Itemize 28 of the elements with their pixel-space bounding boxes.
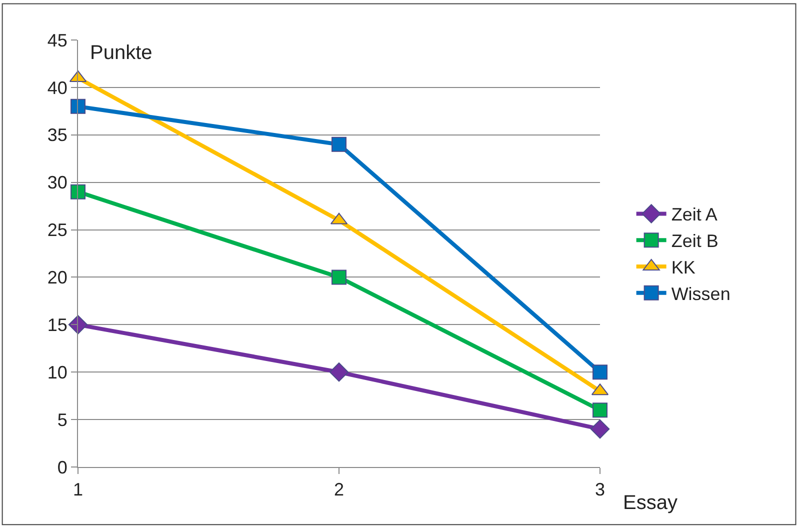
x-tick-label: 1 <box>72 480 84 500</box>
y-tick-label: 45 <box>47 30 68 50</box>
point <box>590 419 610 439</box>
x-tick-label: 2 <box>334 480 344 500</box>
y-tick-label: 5 <box>57 410 68 430</box>
y-tick-label: 15 <box>47 314 68 335</box>
point <box>332 136 346 152</box>
y-tick-label: 25 <box>47 220 68 240</box>
y-tick-label: 35 <box>47 125 68 146</box>
y-tick-label: 0 <box>57 457 68 478</box>
y-axis-title: Punkte <box>90 42 152 64</box>
x-tick-label: 3 <box>594 480 606 500</box>
legend-label: Wissen <box>671 284 730 304</box>
point <box>329 362 349 382</box>
y-tick-label: 10 <box>47 362 68 382</box>
point <box>592 364 608 380</box>
x-axis-title: Essay <box>623 492 678 514</box>
legend-label: Zeit A <box>671 204 718 225</box>
legend-label: Zeit B <box>671 231 718 252</box>
point <box>68 315 88 334</box>
legend-label: KK <box>671 258 696 278</box>
y-tick-label: 20 <box>47 268 68 288</box>
y-tick-label: 30 <box>47 172 68 193</box>
point <box>70 184 86 200</box>
point <box>592 402 608 418</box>
point <box>332 270 346 285</box>
point <box>70 98 86 114</box>
y-tick-label: 40 <box>47 78 68 98</box>
